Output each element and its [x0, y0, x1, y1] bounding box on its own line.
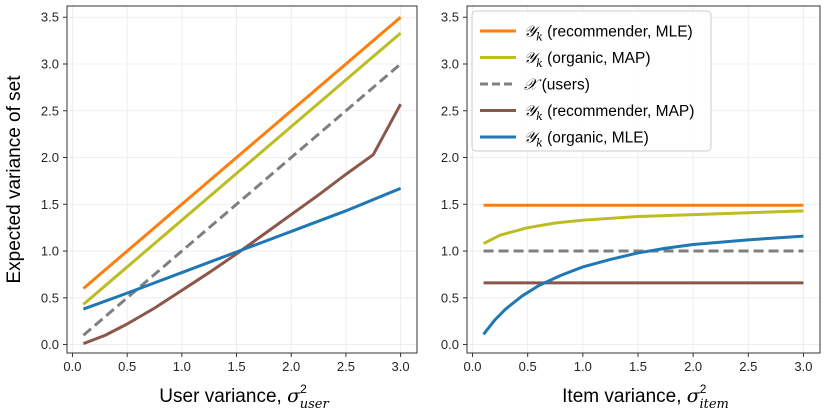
x-tick-label: 0.5 — [519, 359, 537, 374]
x-axis-label-text: User variance, — [159, 386, 287, 407]
y-tick-label: 1.5 — [41, 197, 59, 212]
legend-symbol: 𝒴 — [524, 102, 540, 120]
series-line-yk-recommender-mle — [82, 16, 402, 290]
x-axis-label-superscript: 2 — [700, 382, 707, 396]
legend: 𝒴k (recommender, MLE)𝒴k (organic, MAP)𝒳 … — [471, 10, 712, 152]
legend-text: (organic, MLE) — [543, 130, 649, 147]
legend-symbol: 𝒴 — [524, 49, 540, 67]
legend-label: 𝒴k (organic, MAP) — [524, 49, 651, 70]
legend-text: (users) — [537, 77, 590, 94]
x-tick-label: 2.5 — [739, 359, 757, 374]
x-tick-label: 2.0 — [282, 359, 300, 374]
x-tick-label: 1.0 — [173, 359, 191, 374]
y-tick-label: 3.0 — [41, 56, 59, 71]
legend-symbol: 𝒴 — [524, 23, 540, 41]
axes-frame — [466, 5, 821, 354]
legend-symbol: 𝒴 — [524, 129, 540, 147]
legend-subscript: k — [536, 110, 543, 123]
x-tick-label: 3.0 — [392, 359, 410, 374]
x-axis-label-symbol: σ — [287, 385, 301, 407]
y-tick-label: 2.0 — [41, 150, 59, 165]
x-tick-label: 0.0 — [463, 359, 481, 374]
x-tick-label: 2.5 — [337, 359, 355, 374]
legend-subscript: k — [536, 31, 543, 44]
series-line-yk-recommender-map — [82, 103, 402, 346]
x-axis-label-text: Item variance, — [562, 386, 687, 407]
legend-text: (recommender, MAP) — [543, 103, 695, 120]
legend-box — [471, 10, 712, 152]
series-line-yk-organic-map — [482, 209, 804, 245]
series-line-yk-organic-map — [82, 31, 402, 306]
axes-frame — [66, 5, 418, 354]
x-tick-label: 1.0 — [574, 359, 592, 374]
y-tick-label: 0.5 — [441, 290, 459, 305]
x-axis-label-superscript: 2 — [300, 382, 307, 396]
y-tick-label: 1.5 — [441, 197, 459, 212]
y-tick-label: 0.5 — [41, 290, 59, 305]
x-axis-label-subscript: item — [699, 397, 728, 412]
legend-subscript: k — [536, 137, 543, 150]
x-tick-label: 0.0 — [63, 359, 81, 374]
x-tick-label: 1.5 — [227, 359, 245, 374]
legend-text: (recommender, MLE) — [543, 24, 693, 41]
y-axis-label: Expected variance of set — [4, 75, 25, 284]
y-tick-label: 1.0 — [441, 244, 459, 259]
x-axis-label: User variance, σ2 user — [159, 382, 329, 412]
x-tick-label: 0.5 — [118, 359, 136, 374]
y-tick-label: 0.0 — [41, 337, 59, 352]
series-line-yk-organic-mle — [482, 234, 804, 336]
y-tick-label: 2.5 — [41, 103, 59, 118]
x-tick-label: 2.0 — [684, 359, 702, 374]
legend-label: 𝒴k (organic, MLE) — [524, 129, 649, 150]
legend-label: 𝒳 (users) — [524, 76, 590, 94]
y-tick-label: 1.0 — [41, 244, 59, 259]
legend-label: 𝒴k (recommender, MAP) — [524, 102, 694, 123]
x-tick-label: 3.0 — [794, 359, 812, 374]
series-line-yk-organic-mle — [82, 187, 402, 311]
x-axis-label-subscript: user — [300, 397, 330, 412]
x-axis-label-symbol: σ — [687, 385, 701, 407]
legend-subscript: k — [536, 57, 543, 70]
x-axis-label: Item variance, σ2 item — [562, 382, 729, 412]
y-tick-label: 2.0 — [441, 150, 459, 165]
x-tick-label: 1.5 — [629, 359, 647, 374]
y-tick-label: 3.5 — [441, 10, 459, 25]
y-tick-label: 0.0 — [441, 337, 459, 352]
series-line-x-users — [82, 62, 402, 337]
panel-left: 0.0 0.5 1.0 1.5 2.0 2.5 3.0 0.0 0.5 1.0 1.5 2.0 2.5 3… — [4, 5, 418, 412]
legend-text: (organic, MAP) — [543, 50, 651, 67]
y-tick-label: 2.5 — [441, 103, 459, 118]
y-tick-label: 3.5 — [41, 10, 59, 25]
legend-label: 𝒴k (recommender, MLE) — [524, 23, 693, 44]
y-tick-label: 3.0 — [441, 56, 459, 71]
